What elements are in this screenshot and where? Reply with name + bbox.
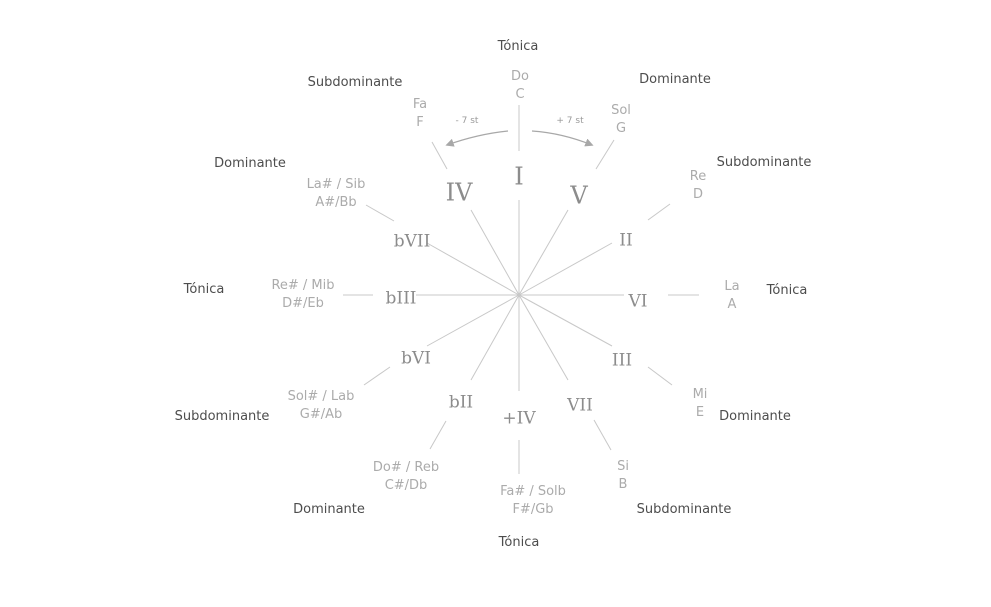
note-line: Re# / Mib [271,278,334,293]
tick-VII [593,419,612,451]
minus-seven-label: - 7 st [456,116,479,126]
outer-tick-lines [343,105,699,474]
spoke-VII [518,294,569,381]
spoke-V [518,209,569,296]
plus-seven-label: + 7 st [556,116,584,126]
note-name-bII: Do# / Reb C#/Db [373,460,439,493]
note-line: Si [617,459,629,474]
roman-numeral-III: III [612,351,632,371]
spoke-IV [470,209,520,296]
note-line: C#/Db [385,478,428,493]
note-line: Do [511,69,529,84]
note-name-II: Re D [690,169,706,202]
function-label-VII: Subdominante [637,502,732,517]
function-label-VI: Tónica [766,283,808,298]
function-label-bVI: Subdominante [175,409,270,424]
tick-bII [429,420,447,450]
spokes [416,200,624,391]
function-label-IV: Subdominante [308,75,403,90]
note-line: B [619,477,628,492]
tick-bVII [365,204,395,222]
function-label-V: Dominante [639,72,711,87]
note-name-bVI: Sol# / Lab G#/Ab [288,389,355,422]
note-line: Re [690,169,706,184]
spoke-III [518,294,613,347]
function-label-III: Dominante [719,409,791,424]
function-label-bII: Dominante [293,502,365,517]
plus-seven-arrow [531,130,594,147]
note-line: A#/Bb [315,195,356,210]
function-label-bIII: Tónica [183,282,225,297]
note-name-VII: Si B [617,459,629,492]
tick-II [647,203,671,221]
note-line: Sol [611,103,631,118]
spoke-bVI [426,294,520,347]
note-line: Sol# / Lab [288,389,355,404]
note-line: La [724,279,739,294]
roman-numeral-bVII: bVII [394,232,431,252]
note-line: F [416,115,423,130]
roman-numeral-bIII: bIII [385,289,416,309]
roman-numeral-VI: VI [628,292,648,312]
minus-seven-arrow [445,130,509,147]
spoke-bII [470,294,520,381]
degree-labels: I Do C Tónica V Sol G Dominante II Re D Subdominant… [175,39,812,550]
tick-bVI [363,366,391,386]
note-name-V: Sol G [611,103,631,136]
tick-IV [431,141,448,170]
function-label-bVII: Dominante [214,156,286,171]
roman-numeral-IV: IV [446,179,473,207]
note-line: C [515,87,524,102]
note-line: Do# / Reb [373,460,439,475]
tick-V [595,139,615,170]
note-line: Fa# / Solb [500,484,566,499]
roman-numeral-sIV: +IV [502,409,536,429]
note-line: La# / Sib [307,177,366,192]
note-line: G#/Ab [300,407,343,422]
function-label-II: Subdominante [717,155,812,170]
note-name-VI: La A [724,279,739,312]
note-line: Mi [693,387,708,402]
roman-numeral-VII: VII [566,396,593,416]
note-name-III: Mi E [693,387,708,420]
note-line: D#/Eb [282,296,324,311]
roman-numeral-V: V [569,182,588,210]
roman-numeral-I: I [514,163,523,191]
roman-numeral-II: II [619,231,632,251]
note-line: Fa [413,97,427,112]
note-line: E [696,405,704,420]
roman-numeral-bVI: bVI [401,349,431,369]
spoke-bVII [426,242,520,296]
note-name-I: Do C [511,69,529,102]
note-line: F#/Gb [512,502,553,517]
note-line: A [728,297,737,312]
note-name-bVII: La# / Sib A#/Bb [307,177,366,210]
note-name-IV: Fa F [413,97,427,130]
note-name-bIII: Re# / Mib D#/Eb [271,278,334,311]
spoke-II [518,242,613,296]
function-label-I: Tónica [497,39,539,54]
note-name-sIV: Fa# / Solb F#/Gb [500,484,566,517]
note-line: G [616,121,626,136]
note-line: D [693,187,703,202]
roman-numeral-bII: bII [449,393,473,413]
function-label-sIV: Tónica [498,535,540,550]
transposition-arrows: - 7 st + 7 st [445,116,594,147]
tick-III [647,366,673,386]
